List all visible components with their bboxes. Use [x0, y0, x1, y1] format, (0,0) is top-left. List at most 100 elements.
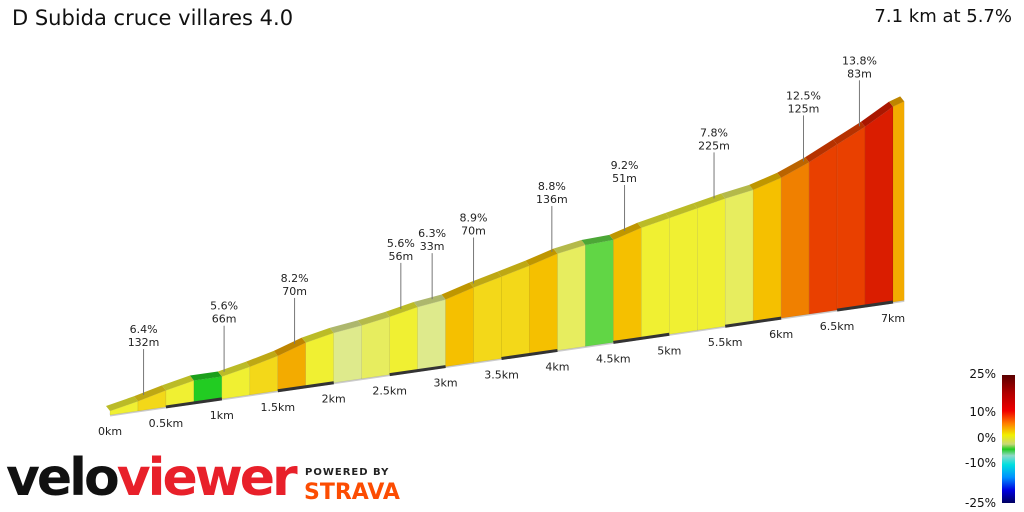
km-bar [165, 397, 223, 409]
profile-segment [585, 239, 614, 347]
profile-segment-top [553, 240, 586, 254]
annotation-grade: 8.8% [538, 180, 566, 193]
segment-summary: 7.1 km at 5.7% [874, 6, 1012, 27]
profile-segment-top [217, 361, 250, 377]
x-tick-label: 5km [657, 344, 681, 357]
annotation-grade: 8.2% [281, 272, 309, 285]
profile-segment [724, 189, 754, 327]
profile-segment [613, 227, 642, 343]
profile-segment-top [777, 157, 810, 178]
profile-segment [529, 253, 558, 355]
profile-segment [892, 100, 905, 303]
profile-segment-top [637, 213, 670, 228]
profile-segment [641, 217, 670, 339]
profile-segment-top [357, 311, 390, 326]
profile-segment-top [273, 337, 306, 356]
profile-segment [333, 325, 362, 384]
profile-segment [445, 287, 474, 367]
annotation-length: 56m [388, 250, 413, 263]
annotation-length: 132m [128, 336, 160, 349]
annotation-length: 70m [461, 225, 486, 238]
x-tick-label: 2.5km [372, 385, 407, 398]
annotation-length: 33m [420, 240, 445, 253]
profile-segment-top [189, 371, 222, 381]
x-tick-label: 1.5km [260, 401, 295, 414]
profile-segment-top [497, 260, 530, 277]
annotation-grade: 7.8% [700, 126, 728, 139]
gradient-legend-bar [1002, 375, 1015, 503]
profile-segment-top [749, 172, 782, 190]
profile-segment [752, 177, 782, 323]
profile-segment [808, 144, 838, 315]
profile-segment-top [609, 222, 642, 240]
annotation-length: 136m [536, 193, 568, 206]
profile-segment-top [413, 294, 446, 308]
profile-segment-top [889, 96, 905, 107]
annotation-length: 125m [788, 102, 820, 115]
x-tick-label: 4.5km [596, 352, 631, 365]
profile-segment [697, 198, 726, 331]
km-bar [389, 365, 446, 377]
x-tick-label: 5.5km [708, 336, 743, 349]
profile-segment-top [861, 101, 893, 127]
x-tick-label: 2km [322, 393, 346, 406]
profile-segment [780, 161, 810, 319]
annotation-grade: 6.3% [418, 227, 446, 240]
km-bar [836, 300, 894, 312]
annotation-grade: 5.6% [210, 300, 238, 313]
x-tick-label: 6.5km [820, 320, 855, 333]
annotation-grade: 8.9% [460, 212, 488, 225]
profile-segment [361, 316, 390, 379]
profile-segment-top [665, 203, 698, 219]
x-tick-label: 0.5km [149, 417, 184, 430]
profile-segment [389, 306, 418, 375]
strava-logo[interactable]: STRAVA [304, 480, 400, 505]
profile-segment-top [329, 320, 362, 333]
profile-segment-top [245, 350, 278, 367]
profile-segment-top [385, 302, 418, 317]
annotation-grade: 6.4% [130, 323, 158, 336]
annotation-grade: 13.8% [842, 54, 877, 67]
km-bar [501, 348, 558, 360]
profile-segment-top [805, 139, 838, 163]
annotation-length: 225m [698, 139, 730, 152]
profile-segment [557, 244, 586, 351]
x-tick-label: 4km [545, 360, 569, 373]
annotation-length: 70m [282, 285, 307, 298]
profile-segment-top [469, 271, 502, 288]
profile-segment [836, 126, 866, 311]
profile-segment-top [581, 234, 614, 246]
legend-label: 25% [969, 367, 996, 381]
annotation-grade: 5.6% [387, 237, 415, 250]
x-tick-label: 6km [769, 328, 793, 341]
profile-segment-top [833, 121, 866, 145]
profile-segment-top [525, 248, 558, 266]
km-bar [277, 381, 334, 393]
annotation-length: 51m [612, 172, 637, 185]
x-tick-label: 3km [434, 377, 458, 390]
km-bar [613, 332, 670, 344]
annotation-grade: 12.5% [786, 89, 821, 102]
x-tick-label: 0km [98, 425, 122, 438]
segment-title: D Subida cruce villares 4.0 [12, 6, 294, 30]
profile-segment-top [106, 396, 138, 411]
profile-segment-top [721, 184, 754, 199]
legend-label: -25% [964, 496, 996, 510]
profile-segment [417, 299, 446, 371]
x-tick-label: 1km [210, 409, 234, 422]
annotation-length: 66m [212, 313, 237, 326]
x-tick-label: 3.5km [484, 369, 519, 382]
legend-label: 0% [976, 431, 996, 445]
x-tick-label: 7km [881, 312, 905, 325]
profile-segment-top [133, 385, 166, 402]
profile-segment-top [301, 327, 334, 343]
veloviewer-logo[interactable]: veloviewer [6, 448, 298, 508]
profile-segment [501, 265, 530, 359]
profile-segment-top [441, 282, 474, 300]
profile-segment-top [693, 193, 726, 209]
profile-segment [473, 276, 502, 363]
annotation-length: 83m [847, 67, 872, 80]
legend-label: -10% [964, 456, 996, 470]
profile-segment-top [161, 375, 194, 391]
